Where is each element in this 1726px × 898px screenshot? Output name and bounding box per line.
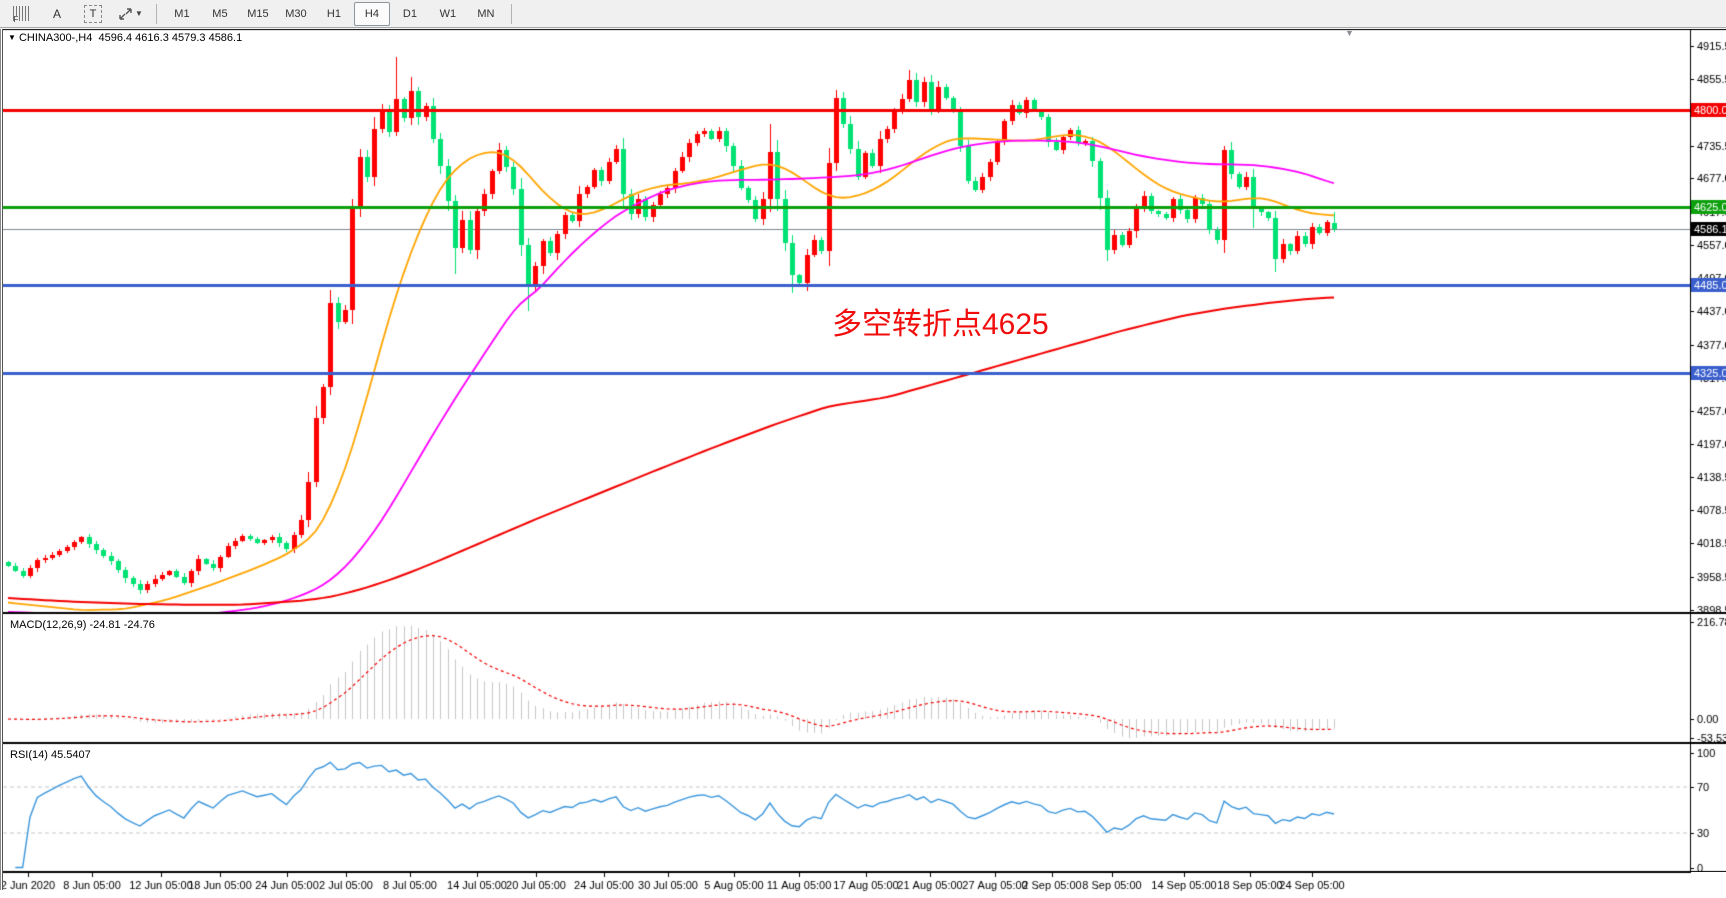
timeframe-button-m30[interactable]: M30 [285, 7, 307, 20]
pane-left-border [0, 29, 3, 890]
time-axis-canvas [0, 872, 1726, 898]
timeframe-button-m1[interactable]: M1 [174, 7, 190, 20]
timeframe-button-m5[interactable]: M5 [212, 7, 228, 20]
text-tool-button[interactable]: T [76, 2, 110, 26]
chart-symbol: CHINA300-,H4 [18, 32, 93, 44]
toolbar-separator [155, 3, 157, 24]
font-tool-label: A [52, 6, 61, 21]
main-price-pane-canvas[interactable] [0, 29, 1726, 613]
chart-ohlc-values: 4596.4 4616.3 4579.3 4586.1 [98, 32, 243, 44]
timeframe-button-h1[interactable]: H1 [326, 7, 341, 20]
macd-indicator-label: MACD(12,26,9) -24.81 -24.76 [10, 619, 155, 631]
symbol-dropdown-icon[interactable]: ▼ [8, 33, 16, 42]
cursor-tool-button[interactable]: ▼ [112, 2, 149, 26]
macd-pane-canvas[interactable] [0, 613, 1726, 743]
toolbar-separator [510, 3, 512, 24]
grid-f-icon: F [12, 6, 30, 24]
timeframe-button-h4[interactable]: H4 [353, 1, 390, 26]
grid-f-button[interactable]: F [4, 2, 38, 26]
rsi-pane-canvas[interactable] [0, 743, 1726, 872]
font-tool-button[interactable]: A [40, 2, 74, 26]
timeframe-button-group: M1 M5 M15 M30 H1 H4 D1 W1 MN [164, 1, 504, 26]
toolbar: F A T ▼ M1 M5 M15 M30 H1 H4 D1 W1 MN [0, 0, 1726, 28]
text-tool-icon: T [84, 4, 102, 23]
chevron-down-icon: ▼ [135, 9, 143, 18]
timeframe-button-mn[interactable]: MN [477, 7, 495, 20]
timeframe-button-w1[interactable]: W1 [439, 7, 457, 20]
rsi-indicator-label: RSI(14) 45.5407 [10, 749, 91, 761]
timeframe-button-d1[interactable]: D1 [402, 7, 417, 20]
timeframe-button-m15[interactable]: M15 [247, 7, 269, 20]
chart-shift-marker[interactable]: ▼ [1345, 28, 1354, 38]
cursor-arrows-icon [119, 7, 132, 20]
annotation-text[interactable]: 多空转折点4625 [832, 308, 1049, 341]
chart-title-overlay: ▼ CHINA300-,H4 4596.4 4616.3 4579.3 4586… [8, 32, 242, 44]
